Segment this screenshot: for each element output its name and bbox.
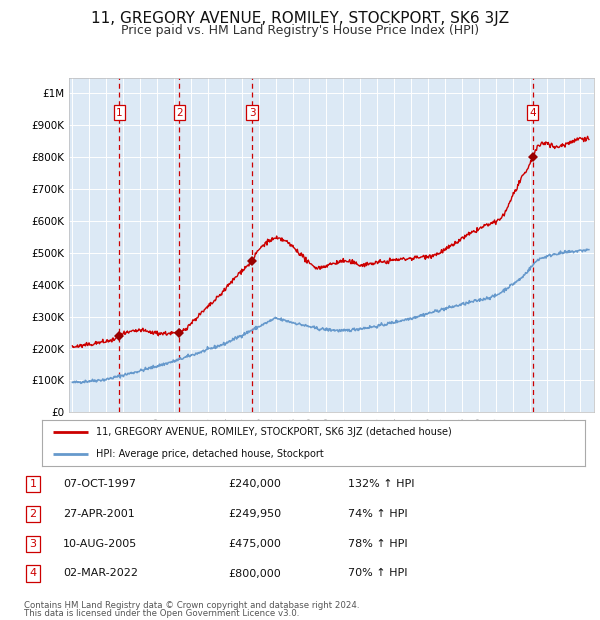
Text: 27-APR-2001: 27-APR-2001 (63, 509, 135, 519)
Text: £800,000: £800,000 (228, 569, 281, 578)
Text: 4: 4 (29, 569, 37, 578)
Text: This data is licensed under the Open Government Licence v3.0.: This data is licensed under the Open Gov… (24, 609, 299, 618)
Text: HPI: Average price, detached house, Stockport: HPI: Average price, detached house, Stoc… (97, 449, 324, 459)
Text: Price paid vs. HM Land Registry's House Price Index (HPI): Price paid vs. HM Land Registry's House … (121, 24, 479, 37)
Text: 3: 3 (29, 539, 37, 549)
Text: 2: 2 (29, 509, 37, 519)
Text: 11, GREGORY AVENUE, ROMILEY, STOCKPORT, SK6 3JZ: 11, GREGORY AVENUE, ROMILEY, STOCKPORT, … (91, 11, 509, 26)
Text: 4: 4 (529, 108, 536, 118)
Text: 07-OCT-1997: 07-OCT-1997 (63, 479, 136, 489)
Text: 02-MAR-2022: 02-MAR-2022 (63, 569, 138, 578)
Text: £249,950: £249,950 (228, 509, 281, 519)
Text: £240,000: £240,000 (228, 479, 281, 489)
Text: 11, GREGORY AVENUE, ROMILEY, STOCKPORT, SK6 3JZ (detached house): 11, GREGORY AVENUE, ROMILEY, STOCKPORT, … (97, 427, 452, 437)
Text: 1: 1 (116, 108, 122, 118)
Text: 70% ↑ HPI: 70% ↑ HPI (348, 569, 407, 578)
Text: 1: 1 (29, 479, 37, 489)
Text: 78% ↑ HPI: 78% ↑ HPI (348, 539, 407, 549)
Text: 3: 3 (249, 108, 256, 118)
Text: 2: 2 (176, 108, 183, 118)
Text: £475,000: £475,000 (228, 539, 281, 549)
Text: 10-AUG-2005: 10-AUG-2005 (63, 539, 137, 549)
Text: Contains HM Land Registry data © Crown copyright and database right 2024.: Contains HM Land Registry data © Crown c… (24, 601, 359, 610)
Text: 74% ↑ HPI: 74% ↑ HPI (348, 509, 407, 519)
Text: 132% ↑ HPI: 132% ↑ HPI (348, 479, 415, 489)
